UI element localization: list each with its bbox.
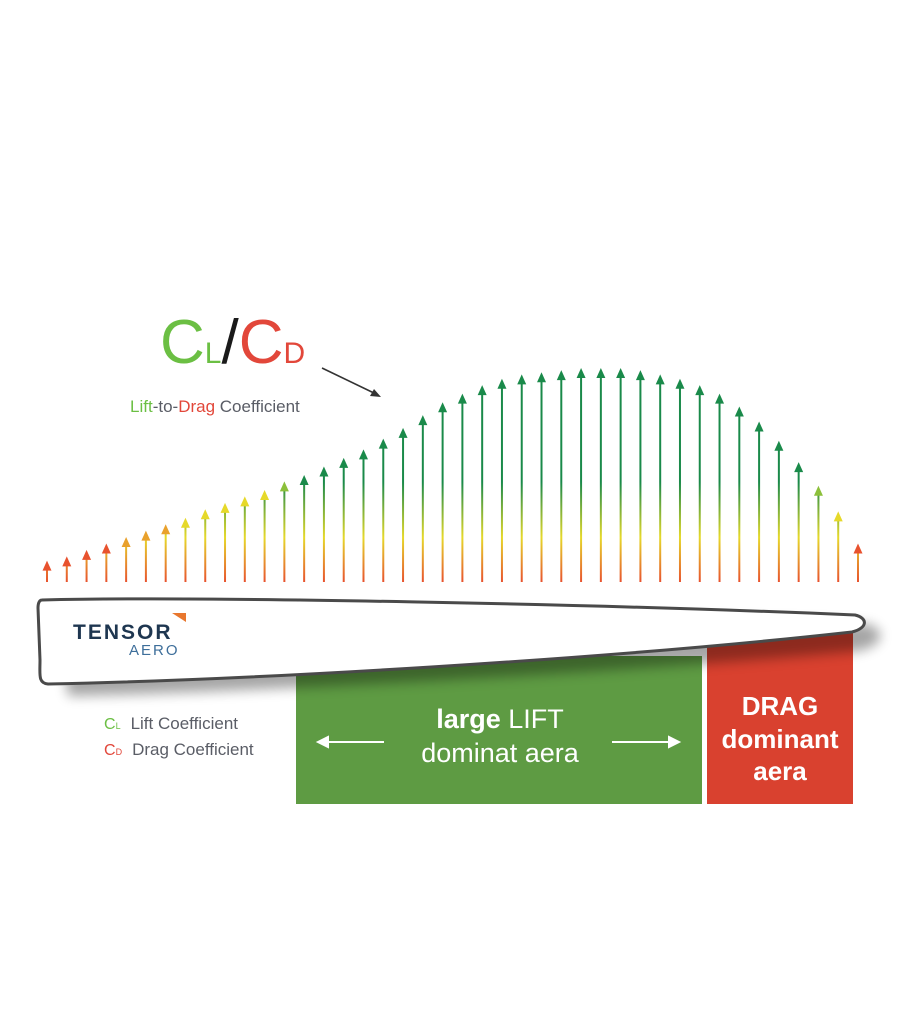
ratio-pointer-arrowhead [370, 389, 381, 397]
force-arrow [398, 427, 408, 582]
ratio-c2: C [238, 308, 284, 377]
force-arrow [339, 457, 349, 582]
force-arrow [635, 370, 645, 582]
force-arrow [220, 502, 230, 582]
lift-zone-label: large LIFT dominat aera [395, 703, 605, 771]
force-arrow [101, 543, 111, 582]
legend-drag: CD Drag Coefficient [104, 740, 254, 760]
legend-lift-label: Lift Coefficient [130, 714, 238, 733]
force-arrow [537, 372, 547, 582]
force-arrow [556, 370, 566, 582]
caption-coefficient: Coefficient [215, 397, 300, 416]
force-arrow [279, 481, 289, 582]
ratio-pointer-arrow [321, 367, 377, 395]
force-arrow [695, 385, 705, 582]
force-arrow [853, 543, 863, 582]
tensor-aero-logo: TENSOR AERO [73, 622, 180, 660]
force-arrow [576, 368, 586, 582]
force-arrow [438, 402, 448, 582]
force-arrow [418, 415, 428, 582]
force-arrow [180, 517, 190, 582]
lift-drag-ratio-symbol: CL/CD [160, 312, 305, 374]
force-arrow [477, 385, 487, 582]
ratio-slash: / [221, 308, 239, 377]
force-arrow [121, 537, 131, 582]
force-arrow [715, 393, 725, 582]
force-arrow [200, 509, 210, 582]
wing-profile [36, 597, 866, 686]
force-arrow [655, 374, 665, 582]
force-arrow [675, 378, 685, 582]
left-double-arrow [315, 735, 384, 749]
right-double-arrow [612, 735, 682, 749]
force-arrow [774, 440, 784, 582]
force-arrow [62, 556, 72, 582]
legend-drag-symbol: CD [104, 742, 123, 759]
force-arrow [358, 449, 368, 582]
force-arrows [42, 368, 863, 582]
force-arrow [82, 549, 92, 582]
lift-zone-word: LIFT [500, 704, 564, 734]
legend-lift-symbol: CL [104, 716, 121, 733]
lift-zone-line2: dominat aera [421, 737, 579, 768]
drag-zone-line2: dominant [721, 723, 839, 754]
caption-to: -to- [152, 397, 179, 416]
force-arrow [596, 368, 606, 582]
drag-zone-label: DRAG dominant aera [708, 690, 852, 788]
force-arrow [260, 489, 270, 582]
force-arrow [457, 393, 467, 582]
force-arrow [794, 462, 804, 582]
caption-drag: Drag [178, 397, 216, 416]
legend-lift: CL Lift Coefficient [104, 714, 238, 734]
ratio-c1: C [160, 308, 205, 377]
force-arrow [42, 560, 52, 582]
ratio-caption: Lift-to-Drag Coefficient [130, 397, 300, 417]
force-arrow [141, 530, 151, 582]
force-arrow [616, 368, 626, 582]
caption-lift: Lift [130, 397, 153, 416]
force-arrow [240, 496, 250, 582]
ratio-l-subscript: L [204, 337, 222, 370]
ratio-d-subscript: D [283, 337, 306, 370]
force-arrow [161, 524, 171, 582]
force-arrow [378, 438, 388, 582]
legend-drag-label: Drag Coefficient [132, 740, 254, 759]
logo-accent-icon [172, 613, 186, 622]
drag-zone-line3: aera [753, 756, 807, 786]
force-arrow [833, 511, 843, 582]
force-arrow [319, 466, 329, 582]
drag-zone-line1: DRAG [741, 691, 819, 721]
force-arrow [299, 475, 309, 582]
force-arrow [813, 485, 823, 582]
force-arrow [497, 378, 507, 582]
force-arrow [734, 406, 744, 582]
logo-line2: AERO [129, 642, 180, 659]
force-arrow [754, 421, 764, 582]
force-arrow [517, 374, 527, 582]
lift-zone-bold: large [436, 704, 501, 734]
logo-line1: TENSOR [73, 621, 173, 644]
